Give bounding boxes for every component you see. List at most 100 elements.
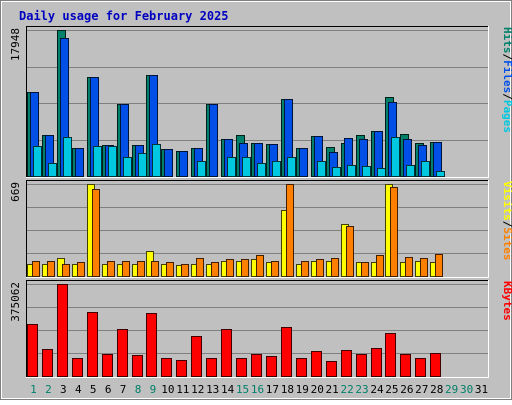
day-label-13: 13 bbox=[206, 383, 219, 396]
day-label-20: 20 bbox=[311, 383, 324, 396]
series-label-part: / bbox=[501, 54, 512, 61]
day-label-15: 15 bbox=[236, 383, 249, 396]
bar-kbytes-day-17 bbox=[266, 356, 277, 377]
bar-sites-day-28 bbox=[435, 254, 443, 277]
day-label-1: 1 bbox=[30, 383, 37, 396]
panel-visits-sites: 669 Visits/Sites bbox=[9, 180, 512, 278]
bar-sites-day-5 bbox=[92, 189, 100, 277]
bar-sites-day-24 bbox=[376, 255, 384, 277]
bar-kbytes-day-20 bbox=[311, 351, 322, 377]
day-label-17: 17 bbox=[266, 383, 279, 396]
bar-kbytes-day-28 bbox=[430, 353, 441, 377]
bar-sites-day-6 bbox=[107, 261, 115, 277]
bar-sites-day-8 bbox=[137, 261, 145, 277]
bar-pages-day-24 bbox=[377, 168, 386, 177]
chart-title: Daily usage for February 2025 bbox=[19, 9, 229, 23]
bar-kbytes-day-1 bbox=[27, 324, 38, 377]
series-label-part: / bbox=[501, 93, 512, 100]
bar-kbytes-day-16 bbox=[251, 354, 262, 377]
bar-kbytes-day-4 bbox=[72, 358, 83, 377]
bar-pages-day-15 bbox=[242, 157, 251, 177]
bar-kbytes-day-26 bbox=[400, 354, 411, 377]
bar-kbytes-day-11 bbox=[176, 360, 187, 377]
bar-kbytes-day-27 bbox=[415, 358, 426, 377]
day-label-8: 8 bbox=[135, 383, 142, 396]
bar-pages-day-26 bbox=[406, 165, 415, 177]
bar-kbytes-day-25 bbox=[385, 333, 396, 377]
bar-sites-day-3 bbox=[62, 264, 70, 277]
day-label-23: 23 bbox=[355, 383, 368, 396]
bar-pages-day-16 bbox=[257, 163, 266, 177]
day-label-19: 19 bbox=[296, 383, 309, 396]
panel-series-label: Hits/Files/Pages bbox=[501, 27, 512, 133]
bar-pages-day-7 bbox=[123, 157, 132, 177]
bar-pages-day-23 bbox=[362, 166, 371, 177]
day-label-12: 12 bbox=[191, 383, 204, 396]
bar-pages-day-27 bbox=[421, 161, 430, 177]
bar-kbytes-day-12 bbox=[191, 336, 202, 377]
day-label-14: 14 bbox=[221, 383, 235, 396]
bar-pages-day-28 bbox=[436, 171, 445, 177]
panel-max-label: 17948 bbox=[9, 28, 22, 61]
series-label-part: Hits bbox=[501, 27, 512, 54]
panel-max-label: 669 bbox=[9, 182, 22, 202]
bar-files-day-13 bbox=[209, 104, 218, 177]
bar-kbytes-day-23 bbox=[356, 354, 367, 377]
day-label-11: 11 bbox=[176, 383, 189, 396]
bar-kbytes-day-5 bbox=[87, 312, 98, 377]
bar-files-day-11 bbox=[179, 151, 188, 177]
bar-kbytes-day-13 bbox=[206, 358, 217, 377]
panel-series-label: Visits/Sites bbox=[501, 181, 512, 261]
day-label-9: 9 bbox=[150, 383, 157, 396]
bar-sites-day-4 bbox=[77, 262, 85, 277]
series-label-part: Pages bbox=[501, 100, 512, 133]
bar-pages-day-6 bbox=[108, 146, 117, 177]
panel-max-label: 375062 bbox=[9, 282, 22, 322]
bar-pages-day-21 bbox=[332, 167, 341, 177]
bar-sites-day-27 bbox=[420, 258, 428, 277]
day-label-18: 18 bbox=[281, 383, 294, 396]
bar-pages-day-1 bbox=[33, 146, 42, 177]
bar-pages-day-12 bbox=[197, 161, 206, 177]
bar-sites-day-26 bbox=[405, 257, 413, 277]
bar-sites-day-1 bbox=[32, 261, 40, 277]
bar-kbytes-day-19 bbox=[296, 358, 307, 377]
day-label-24: 24 bbox=[370, 383, 384, 396]
bar-sites-day-20 bbox=[316, 259, 324, 277]
bar-pages-day-25 bbox=[391, 137, 400, 177]
bar-kbytes-day-9 bbox=[146, 313, 157, 377]
panel-series-label: KBytes bbox=[501, 281, 512, 321]
panel-hits-files-pages: 17948 Hits/Files/Pages bbox=[9, 26, 512, 178]
bar-kbytes-day-24 bbox=[371, 348, 382, 377]
series-label-part: Sites bbox=[501, 227, 512, 260]
day-label-31: 31 bbox=[475, 383, 488, 396]
day-label-2: 2 bbox=[45, 383, 52, 396]
day-label-16: 16 bbox=[251, 383, 264, 396]
panel-kbytes: 375062 KBytes bbox=[9, 280, 512, 378]
bar-sites-day-10 bbox=[166, 262, 174, 277]
bar-sites-day-11 bbox=[181, 264, 189, 277]
bar-kbytes-day-2 bbox=[42, 349, 53, 377]
panels-layer: 17948 Hits/Files/Pages 669 Visits/Sites 3750… bbox=[9, 26, 512, 378]
day-label-28: 28 bbox=[430, 383, 443, 396]
day-label-6: 6 bbox=[105, 383, 112, 396]
bar-sites-day-2 bbox=[47, 261, 55, 277]
day-label-5: 5 bbox=[90, 383, 97, 396]
series-label-part: KBytes bbox=[501, 281, 512, 321]
day-label-27: 27 bbox=[415, 383, 428, 396]
bar-pages-day-8 bbox=[138, 153, 147, 177]
bar-kbytes-day-15 bbox=[236, 358, 247, 377]
day-label-25: 25 bbox=[385, 383, 398, 396]
day-label-3: 3 bbox=[60, 383, 67, 396]
bar-kbytes-day-8 bbox=[132, 355, 143, 377]
day-label-10: 10 bbox=[161, 383, 174, 396]
bar-kbytes-day-18 bbox=[281, 327, 292, 377]
bar-files-day-4 bbox=[75, 148, 84, 177]
bar-sites-day-21 bbox=[331, 258, 339, 277]
bar-sites-day-7 bbox=[122, 261, 130, 277]
bar-sites-day-14 bbox=[226, 259, 234, 277]
bar-sites-day-23 bbox=[361, 262, 369, 277]
bar-pages-day-17 bbox=[272, 161, 281, 177]
bar-pages-day-9 bbox=[152, 144, 161, 177]
